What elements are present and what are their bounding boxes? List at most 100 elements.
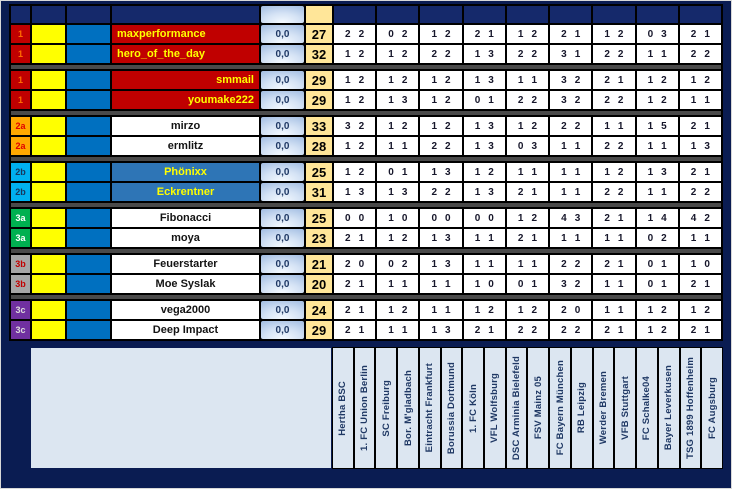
team-name-label: FC Schalke04 <box>641 375 653 441</box>
away-goals: 1 <box>704 166 710 178</box>
team-name-label: 1. FC Köln <box>467 383 479 433</box>
away-goals: 3 <box>661 28 667 40</box>
away-goals: 3 <box>488 74 494 86</box>
header-cell <box>593 6 635 23</box>
home-goals: 2 <box>604 258 610 270</box>
home-goals: 1 <box>431 324 438 336</box>
team-name-label: 1. FC Union Berlin <box>359 365 371 451</box>
home-goals: 2 <box>474 28 481 40</box>
home-goals: 1 <box>345 140 351 152</box>
away-goals: 1 <box>488 232 494 244</box>
points-button[interactable]: 0,0 <box>261 137 304 155</box>
away-goals: 1 <box>358 304 365 316</box>
home-goals: 1 <box>647 94 654 106</box>
points-button[interactable]: 0,0 <box>261 183 304 201</box>
points-button[interactable]: 0,0 <box>261 25 304 43</box>
points-button[interactable]: 0,0 <box>261 301 304 319</box>
points-button[interactable]: 0,0 <box>261 117 304 135</box>
home-goals: 1 <box>388 74 394 86</box>
player-row: 3c vega2000 0,0 24 2 1 1 2 1 1 1 2 1 2 2 0 1 1 1 2 1 2 <box>10 300 722 320</box>
away-goals: 1 <box>358 278 365 290</box>
points-button[interactable]: 0,0 <box>261 91 304 109</box>
away-goals: 2 <box>574 94 581 106</box>
home-goals: 2 <box>604 74 610 86</box>
points-button[interactable]: 0,0 <box>261 71 304 89</box>
away-goals: 2 <box>704 212 710 224</box>
points-button[interactable]: 0,0 <box>261 321 304 339</box>
points-button[interactable]: 0,0 <box>261 45 304 63</box>
home-goals: 0 <box>388 166 394 178</box>
away-goals: 3 <box>358 186 365 198</box>
points-button[interactable]: 0,0 <box>261 255 304 273</box>
score-cell: 33 <box>306 117 332 135</box>
away-goals: 2 <box>445 48 451 60</box>
home-goals: 1 <box>474 120 481 132</box>
team-name-label: Eintracht Frankfurt <box>424 363 436 453</box>
home-goals: 2 <box>345 324 351 336</box>
team-name-label: Bor. M'gladbach <box>402 370 414 446</box>
home-goals: 2 <box>431 140 438 152</box>
away-goals: 1 <box>574 48 581 60</box>
home-goals: 3 <box>561 74 567 86</box>
header-cell <box>679 6 721 23</box>
home-goals: 1 <box>517 304 524 316</box>
points-button[interactable]: 0,0 <box>261 229 304 247</box>
away-goals: 1 <box>358 324 365 336</box>
away-goals: 1 <box>401 166 408 178</box>
away-goals: 1 <box>704 120 710 132</box>
points-button[interactable]: 0,0 <box>261 209 304 227</box>
player-name-cell: smmail <box>112 71 259 89</box>
rank-cell: 2a <box>11 137 30 155</box>
away-goals: 2 <box>531 120 538 132</box>
away-goals: 2 <box>531 28 538 40</box>
away-goals: 1 <box>445 304 451 316</box>
points-button[interactable]: 0,0 <box>261 275 304 293</box>
team-column-header: RB Leipzig <box>570 347 593 469</box>
home-goals: 1 <box>388 278 394 290</box>
home-goals: 1 <box>474 74 481 86</box>
indicator-yellow-cell <box>32 91 65 109</box>
indicator-blue-cell <box>67 25 110 43</box>
home-goals: 2 <box>604 324 610 336</box>
away-goals: 3 <box>704 140 710 152</box>
team-column-header: FC Bayern München <box>549 347 571 469</box>
header-cell <box>112 6 259 23</box>
home-goals: 1 <box>647 324 654 336</box>
home-goals: 1 <box>561 232 567 244</box>
home-goals: 1 <box>647 166 654 178</box>
player-row: 3b Moe Syslak 0,0 20 2 1 1 1 1 1 1 0 0 1 3 2 1 1 0 1 2 1 <box>10 274 722 294</box>
points-button[interactable]: 0,0 <box>261 163 304 181</box>
home-goals: 1 <box>604 28 610 40</box>
away-goals: 2 <box>358 74 365 86</box>
team-name-label: Hertha BSC <box>337 380 349 436</box>
